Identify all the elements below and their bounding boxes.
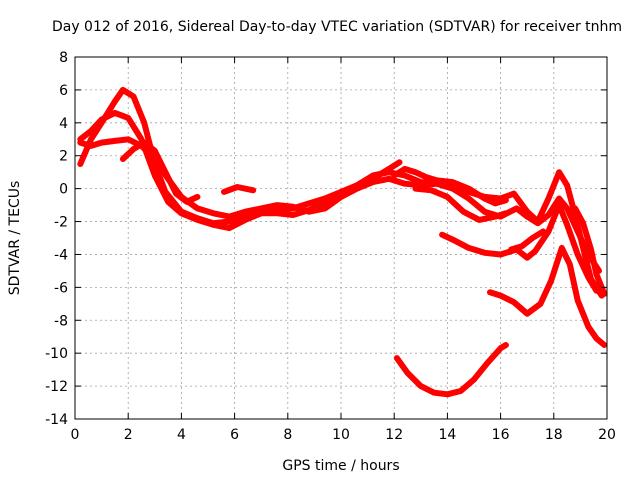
x-tick-label: 12 [385,427,403,443]
series-track-5 [221,184,257,195]
axis-ticks [74,56,608,420]
series-track-4 [119,139,201,205]
y-tick-label: 8 [59,50,68,66]
y-tick-label: 2 [59,149,68,165]
y-tick-label: 4 [59,116,68,132]
series-track-12 [393,342,509,398]
y-tick-label: -8 [54,313,68,329]
y-tick-label: 0 [59,182,68,198]
series-track-7 [412,185,509,223]
y-tick-label: -6 [54,280,68,296]
y-axis-label: SDTVAR / TECUs [7,181,23,296]
y-tick-label: -14 [45,412,68,428]
chart-title: Day 012 of 2016, Sidereal Day-to-day VTE… [52,19,622,35]
x-tick-label: 14 [438,427,456,443]
x-axis-label: GPS time / hours [282,458,399,474]
y-tick-label: 6 [59,83,68,99]
y-tick-label: -10 [45,346,68,362]
x-tick-label: 6 [230,427,239,443]
x-tick-label: 0 [71,427,80,443]
x-tick-label: 18 [545,427,563,443]
x-tick-label: 16 [492,427,510,443]
x-tick-label: 2 [124,427,133,443]
x-tick-label: 20 [598,427,616,443]
y-tick-label: -12 [45,379,68,395]
series-track-6 [391,165,509,207]
grid [75,57,607,419]
data-series [77,86,608,398]
series-track-11 [572,205,608,297]
x-tick-label: 10 [332,427,350,443]
series-track-10 [487,244,608,348]
x-tick-label: 4 [177,427,186,443]
y-tick-label: -4 [54,247,68,263]
series-track-9 [508,228,547,253]
series-track-8 [439,202,600,294]
x-tick-label: 8 [283,427,292,443]
y-tick-label: -2 [54,215,68,231]
